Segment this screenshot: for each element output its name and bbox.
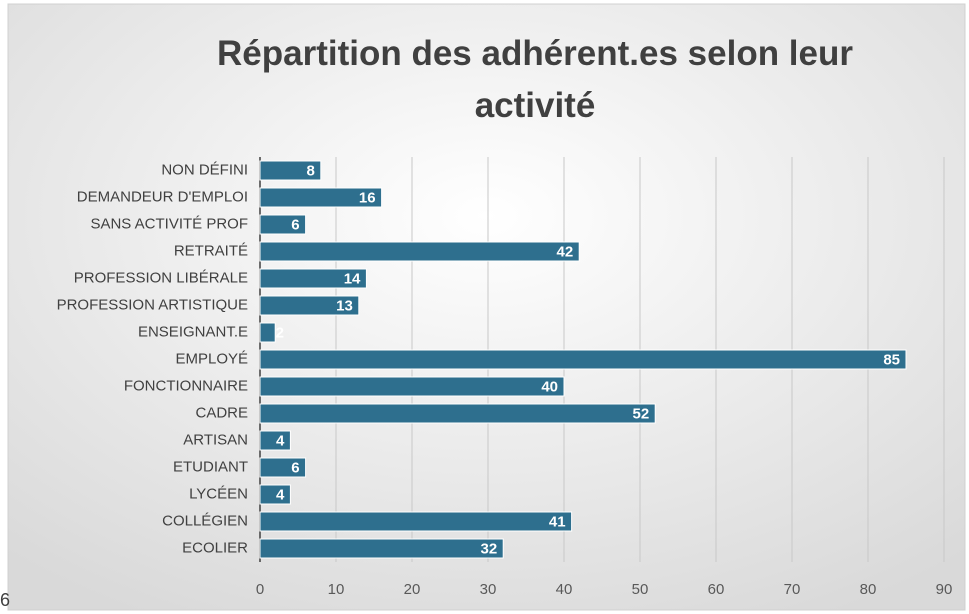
bar: [259, 214, 307, 235]
data-label: 8: [306, 162, 314, 179]
data-label: 42: [557, 243, 574, 260]
x-tick-label: 50: [632, 581, 649, 598]
data-label: 13: [336, 297, 353, 314]
y-tick-label: RETRAITÉ: [174, 242, 248, 259]
data-label: 52: [633, 405, 650, 422]
x-tick-label: 40: [556, 581, 573, 598]
bar: [259, 538, 504, 559]
y-tick-label: PROFESSION ARTISTIQUE: [57, 296, 248, 313]
data-label: 4: [276, 432, 285, 449]
data-label: 16: [359, 189, 376, 206]
bar: [259, 403, 656, 424]
bar: [259, 160, 322, 181]
bar: [259, 349, 907, 370]
x-tick-label: 70: [784, 581, 801, 598]
chart-title: Répartition des adhérent.es selon leur a…: [217, 34, 853, 125]
bar: [259, 322, 276, 343]
data-label: 4: [276, 486, 285, 503]
y-tick-label: ECOLIER: [182, 539, 248, 556]
bar: [259, 484, 291, 505]
x-tick-label: 30: [480, 581, 497, 598]
y-tick-label: ARTISAN: [183, 431, 248, 448]
data-label: 40: [541, 378, 558, 395]
y-tick-label: ETUDIANT: [173, 458, 248, 475]
x-tick-label: 90: [936, 581, 953, 598]
y-tick-label: SANS ACTIVITÉ PROF: [90, 215, 248, 232]
y-tick-label: FONCTIONNAIRE: [124, 377, 248, 394]
y-tick-label: CADRE: [195, 404, 248, 421]
y-tick-label: ENSEIGNANT.E: [138, 323, 248, 340]
y-tick-label: NON DÉFINI: [161, 161, 248, 178]
chart-background: [7, 3, 966, 611]
data-label: 6: [291, 459, 299, 476]
y-tick-label: LYCÉEN: [189, 485, 248, 502]
x-tick-label: 80: [860, 581, 877, 598]
y-tick-label: EMPLOYÉ: [175, 350, 248, 367]
data-label: 32: [481, 540, 498, 557]
y-tick-label: PROFESSION LIBÉRALE: [74, 269, 248, 286]
y-tick-label: COLLÉGIEN: [162, 512, 248, 529]
bar: [259, 295, 360, 316]
x-tick-label: 10: [328, 581, 345, 598]
data-label: 14: [344, 270, 361, 287]
data-label: 6: [291, 216, 299, 233]
bar: [259, 187, 383, 208]
bar: [259, 430, 291, 451]
data-label: 85: [883, 351, 900, 368]
x-tick-label: 20: [404, 581, 421, 598]
x-tick-label: 60: [708, 581, 725, 598]
x-tick-label: 0: [256, 581, 264, 598]
data-label: 2: [276, 324, 284, 341]
bar: [259, 457, 307, 478]
fragment-text: 6: [0, 590, 10, 610]
bar: [259, 268, 367, 289]
bar: [259, 376, 565, 397]
data-label: 41: [549, 513, 566, 530]
bar: [259, 241, 580, 262]
bar: [259, 511, 573, 532]
y-tick-label: DEMANDEUR D'EMPLOI: [77, 188, 248, 205]
